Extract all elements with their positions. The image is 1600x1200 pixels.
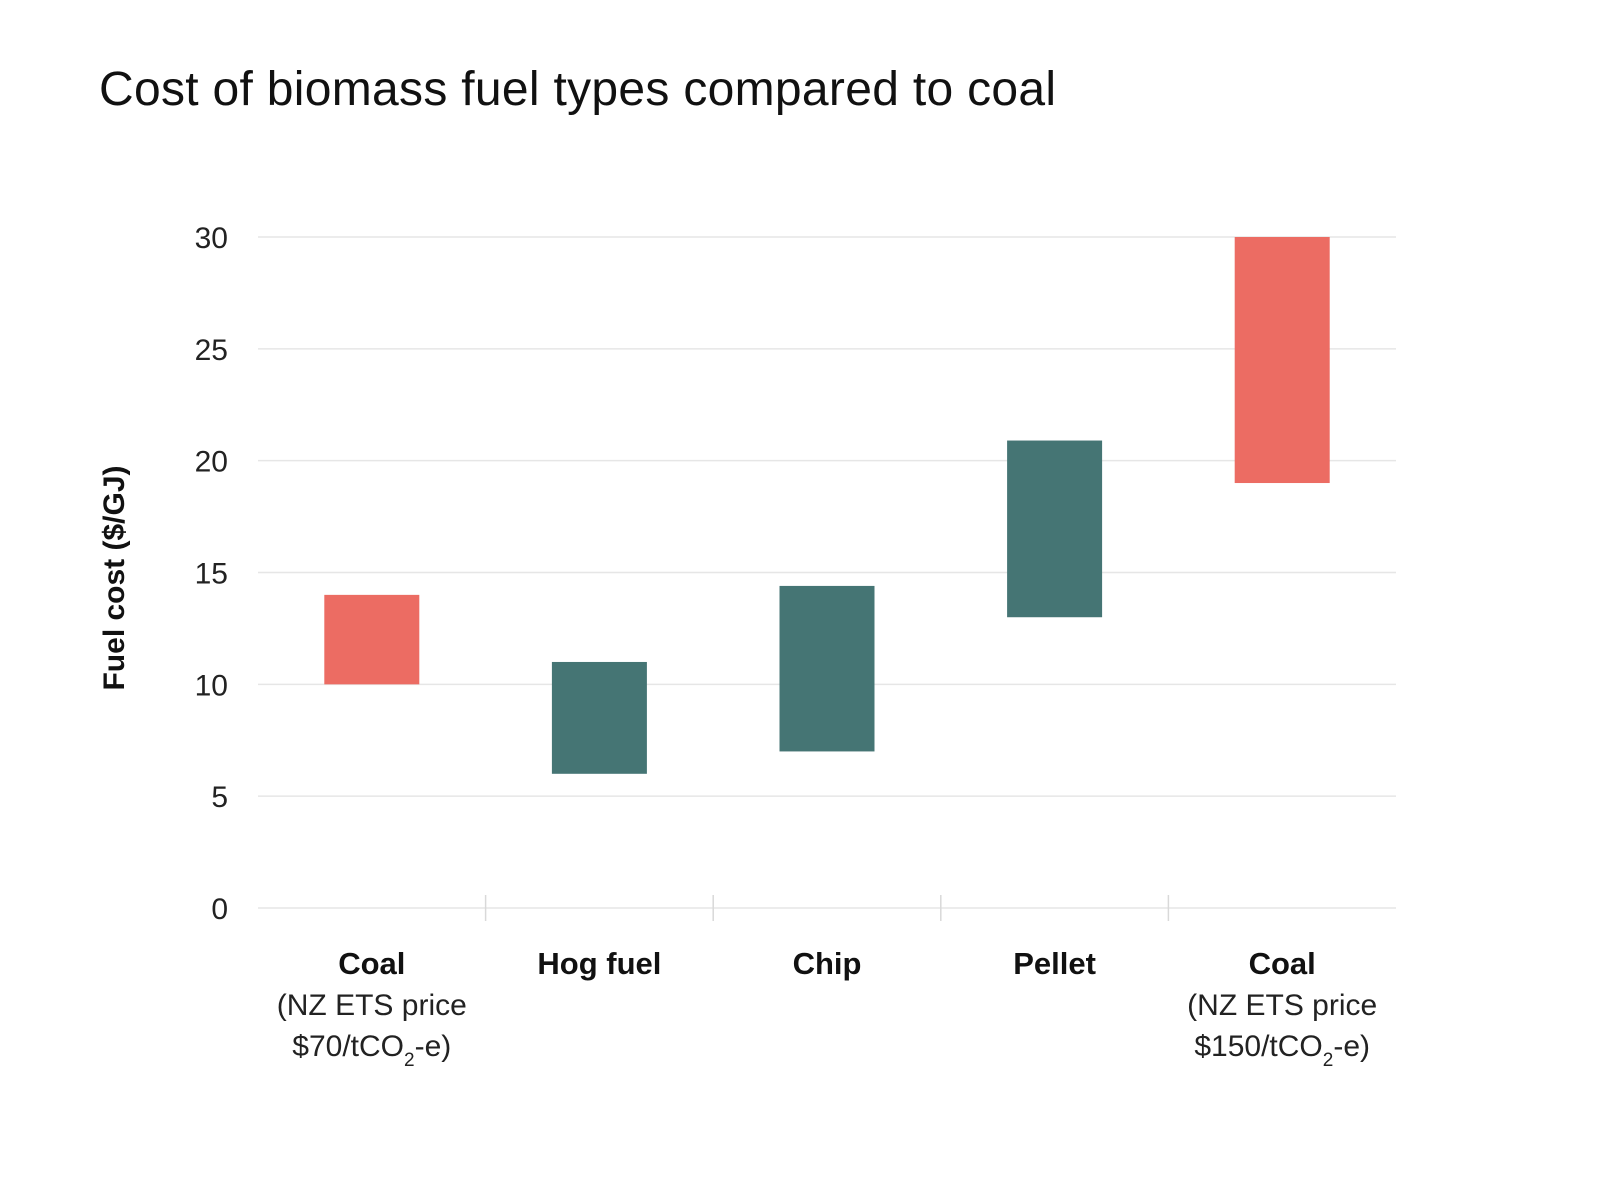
chart-title: Cost of biomass fuel types compared to c…	[99, 63, 1057, 116]
bar-coal-4	[1234, 237, 1330, 484]
y-tick-label: 30	[195, 222, 228, 255]
x-category-label: Coal	[1249, 946, 1316, 981]
bar-pellet-3	[1007, 440, 1103, 618]
x-category-sublabel: (NZ ETS price	[277, 989, 467, 1022]
bar-coal-0	[324, 594, 420, 685]
x-category-label: Coal	[338, 946, 405, 981]
x-category-sublabel: (NZ ETS price	[1187, 989, 1377, 1022]
y-axis-label: Fuel cost ($/GJ)	[98, 465, 131, 690]
x-category-label: Chip	[793, 946, 862, 981]
y-tick-label: 5	[211, 781, 228, 814]
x-category-label: Pellet	[1013, 946, 1096, 981]
y-tick-label: 25	[195, 334, 228, 367]
y-tick-label: 20	[195, 446, 228, 479]
bar-hog-fuel-1	[551, 661, 647, 774]
x-category-ets-price: $150/tCO2-e)	[1194, 1030, 1370, 1071]
bar-chip-2	[779, 585, 875, 752]
y-tick-label: 0	[211, 893, 228, 926]
y-tick-label: 15	[195, 558, 228, 591]
x-category-ets-price: $70/tCO2-e)	[292, 1030, 451, 1071]
y-tick-label: 10	[195, 669, 228, 702]
x-category-label: Hog fuel	[537, 946, 661, 981]
